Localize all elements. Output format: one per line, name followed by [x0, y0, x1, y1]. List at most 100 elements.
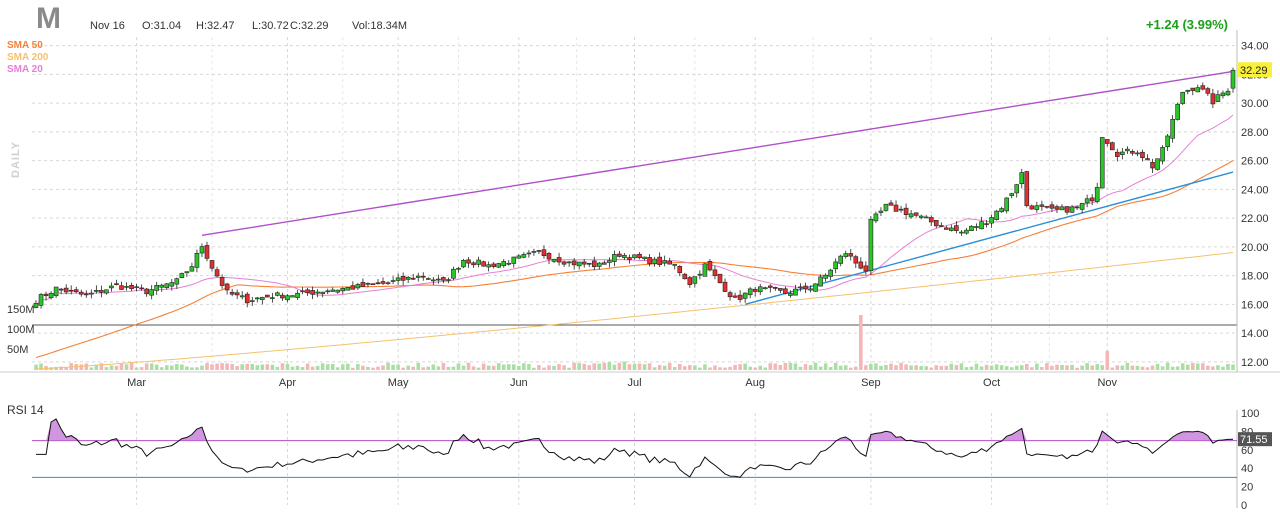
- candle-body: [1039, 204, 1045, 207]
- volume-bar: [99, 363, 104, 370]
- volume-bar: [44, 365, 48, 370]
- candle-body: [551, 258, 557, 262]
- upper-trendline: [201, 70, 1234, 237]
- candle-body: [1004, 197, 1009, 212]
- month-label: Jul: [627, 377, 641, 389]
- volume-bar: [169, 365, 174, 370]
- month-label: Sep: [861, 377, 881, 389]
- high-value: H:32.47: [196, 20, 235, 32]
- candle-body: [697, 273, 703, 276]
- candle-body: [38, 294, 44, 306]
- candle-body: [586, 262, 592, 265]
- candle-body: [974, 226, 979, 228]
- legend-sma-20[interactable]: SMA 20: [7, 64, 43, 75]
- candle-body: [194, 252, 200, 268]
- candle-body: [677, 266, 683, 274]
- candle-body: [662, 260, 667, 264]
- volume-bar: [1060, 365, 1064, 370]
- candle-body: [913, 212, 919, 216]
- volume-bar: [54, 366, 58, 370]
- candle-body: [607, 260, 612, 263]
- volume-bar: [1120, 365, 1125, 370]
- candle-body: [778, 288, 783, 291]
- volume-bar: [1105, 350, 1110, 370]
- legend-sma-50[interactable]: SMA 50: [7, 40, 43, 51]
- grid-lines: [0, 30, 1280, 508]
- candle-body: [305, 289, 310, 294]
- candle-body: [451, 268, 456, 279]
- candle-body: [979, 221, 984, 230]
- volume-bar: [1150, 365, 1155, 370]
- candle-body: [310, 290, 315, 295]
- volume-bar: [1201, 363, 1205, 370]
- volume-bar: [939, 365, 944, 370]
- volume-bar: [979, 366, 984, 370]
- volume-bar: [793, 363, 798, 370]
- candle-body: [848, 253, 854, 257]
- candle-body: [813, 283, 818, 292]
- candle-body: [506, 262, 512, 265]
- candle-body: [712, 269, 718, 276]
- candle-body: [883, 203, 889, 211]
- volume-bar: [1055, 364, 1059, 370]
- candle-body: [833, 261, 838, 270]
- low-value: L:30.72: [252, 20, 289, 32]
- candle-body: [1029, 205, 1035, 210]
- volume-bar: [315, 365, 320, 370]
- price-tick: 12.00: [1241, 357, 1269, 369]
- price-tick: 14.00: [1241, 328, 1269, 340]
- sma-200-line: [35, 252, 1234, 370]
- volume-bar: [1050, 365, 1054, 370]
- candle-body: [1205, 88, 1211, 94]
- rsi-last-tag: [1238, 432, 1272, 447]
- volume-bar: [84, 363, 89, 370]
- candle-body: [335, 289, 341, 293]
- volume-bar: [1014, 365, 1019, 370]
- candle-body: [576, 261, 582, 267]
- month-label: Mar: [127, 377, 146, 389]
- legend-sma-200[interactable]: SMA 200: [7, 52, 49, 63]
- candle-body: [330, 289, 336, 292]
- volume-bar: [642, 364, 647, 370]
- candle-body: [511, 256, 517, 264]
- candle-body: [1109, 142, 1115, 151]
- candle-body: [189, 266, 195, 272]
- candle-body: [265, 294, 270, 298]
- sma-20-line: [35, 114, 1234, 308]
- candle-body: [571, 260, 577, 266]
- volume-bar: [290, 366, 295, 370]
- candle-body: [793, 288, 798, 296]
- candle-body: [994, 210, 999, 220]
- candle-body: [471, 262, 476, 266]
- candle-body: [853, 256, 859, 264]
- candle-body: [355, 284, 361, 289]
- volume-bar: [185, 366, 189, 370]
- volume-bar: [718, 367, 722, 370]
- volume-bar: [461, 365, 466, 370]
- candle-body: [762, 287, 768, 290]
- volume-bar: [305, 363, 310, 370]
- volume-bar: [622, 361, 627, 370]
- candle-body: [788, 293, 793, 296]
- volume-bar: [1180, 363, 1185, 370]
- volume-bar: [431, 364, 436, 370]
- trendlines[interactable]: [201, 70, 1234, 306]
- volume-bar: [411, 366, 416, 370]
- volume-bar: [129, 362, 134, 370]
- candle-body: [184, 271, 190, 274]
- candle-body: [174, 278, 180, 285]
- volume-bar: [1221, 366, 1225, 370]
- volume-bar: [260, 364, 265, 370]
- candle-body: [1185, 89, 1191, 92]
- candle-body: [1165, 135, 1170, 148]
- volume-bar: [864, 365, 868, 370]
- rsi-line: [36, 418, 1234, 478]
- candle-body: [742, 292, 748, 299]
- candle-body: [531, 251, 537, 253]
- volume-bar: [577, 363, 581, 370]
- volume-bar: [371, 367, 375, 370]
- volume-bar: [114, 365, 119, 370]
- candle-body: [425, 278, 431, 280]
- volume-bar: [416, 362, 421, 370]
